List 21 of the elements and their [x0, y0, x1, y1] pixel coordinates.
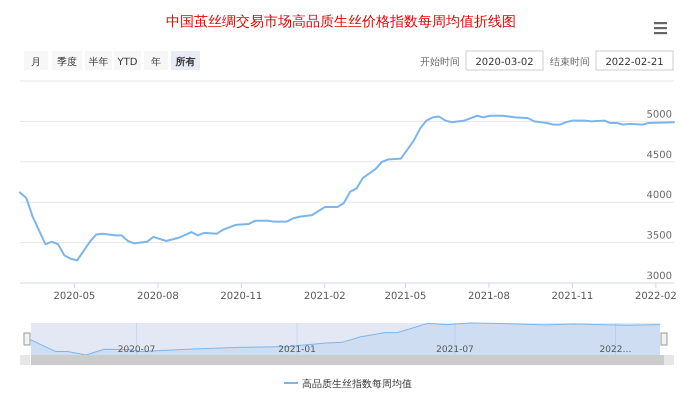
x-tick-label: 2020-08 [136, 291, 179, 302]
x-tick-label: 2020-07 [118, 345, 156, 355]
chart-title: 中国茧丝绸交易市场高品质生丝价格指数每周均值折线图 [166, 14, 516, 30]
y-tick-label: 4500 [646, 150, 672, 161]
x-tick-label: 2021-05 [384, 291, 426, 302]
x-tick-label: 2022… [600, 345, 632, 355]
x-tick-label: 2021-01 [278, 345, 316, 355]
x-tick-label: 2020-11 [220, 291, 262, 302]
y-tick-label: 5000 [646, 109, 672, 120]
x-tick-label: 2021-11 [552, 291, 594, 302]
x-tick-label: 2020-05 [54, 291, 96, 302]
legend-label: 高品质生丝指数每周均值 [302, 378, 412, 390]
x-tick-label: 2021-02 [304, 291, 346, 302]
range-selector: 月 季度 半年 YTD 年 所有 开始时间 2020-03-02 结束时间 2022-02-21 [24, 50, 674, 70]
y-tick-label: 3500 [646, 230, 672, 242]
legend: 高品质生丝指数每周均值 [284, 379, 412, 390]
x-tick-label: 2021-08 [468, 291, 510, 302]
x-tick-label: 2021-07 [436, 345, 474, 355]
y-tick-label: 4000 [646, 190, 672, 202]
y-tick-label: 3000 [646, 271, 672, 282]
x-tick-label: 2022-02 [634, 291, 677, 302]
